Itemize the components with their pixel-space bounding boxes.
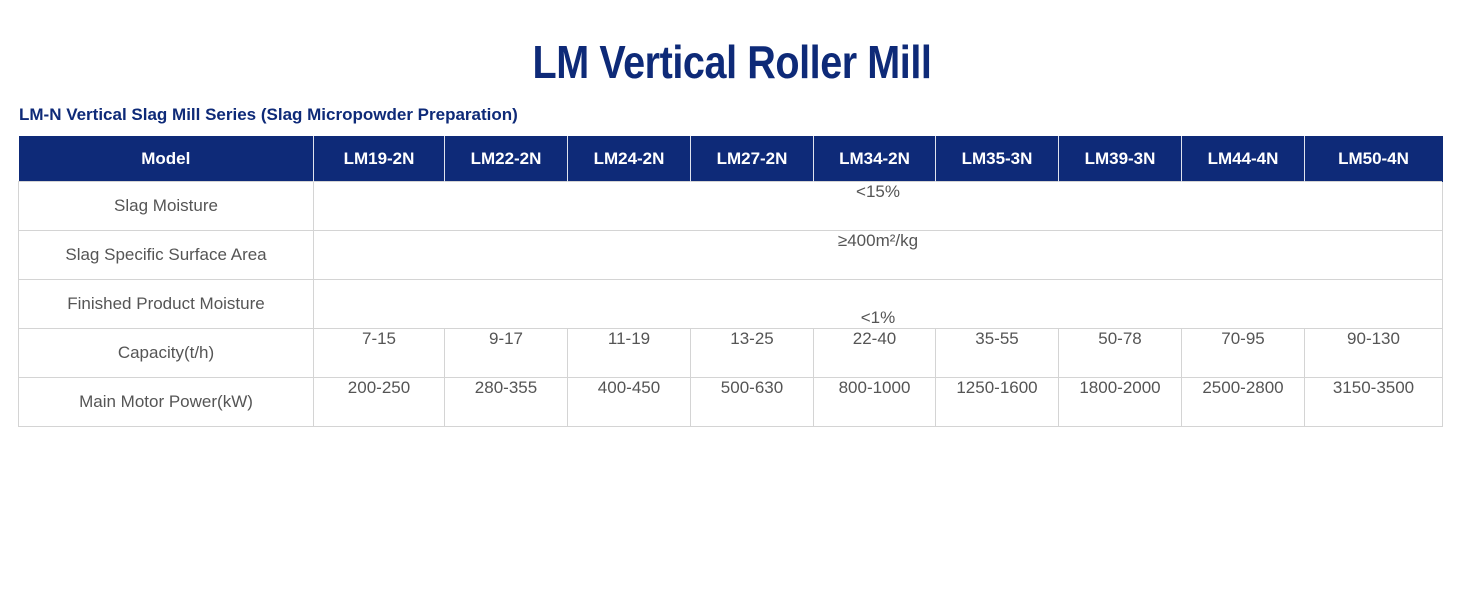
row-label: Slag Specific Surface Area [18,230,314,280]
table-cell: 800-1000 [813,377,936,427]
table-cell: 280-355 [444,377,568,427]
header-model-name: LM22-2N [444,136,568,182]
row-label: Capacity(t/h) [18,328,314,378]
table-cell: 35-55 [935,328,1059,378]
table-row: Finished Product Moisture <1% [18,279,1443,329]
table-cell: 2500-2800 [1181,377,1305,427]
merged-value-cell: ≥400m²/kg [313,230,1443,280]
header-model-name: LM50-4N [1304,136,1443,182]
row-label: Main Motor Power(kW) [18,377,314,427]
series-title: LM-N Vertical Slag Mill Series (Slag Mic… [19,105,518,124]
table-cell: 400-450 [567,377,691,427]
header-model-name: LM24-2N [567,136,691,182]
header-model-name: LM19-2N [313,136,445,182]
table-cell: 70-95 [1181,328,1305,378]
table-row: Slag Specific Surface Area ≥400m²/kg [18,230,1443,280]
header-model-name: LM27-2N [690,136,814,182]
spec-table: Model LM19-2N LM22-2N LM24-2N LM27-2N LM… [18,136,1443,427]
table-cell: 13-25 [690,328,814,378]
table-cell: 500-630 [690,377,814,427]
row-label: Finished Product Moisture [18,279,314,329]
header-model-name: LM35-3N [935,136,1059,182]
table-cell: 9-17 [444,328,568,378]
table-row: Main Motor Power(kW) 200-250 280-355 400… [18,377,1443,427]
table-cell: 1250-1600 [935,377,1059,427]
table-cell: 3150-3500 [1304,377,1443,427]
table-cell: 50-78 [1058,328,1182,378]
merged-value-cell: <15% [313,181,1443,231]
table-cell: 1800-2000 [1058,377,1182,427]
table-cell: 200-250 [313,377,445,427]
page-title: LM Vertical Roller Mill [532,36,932,88]
merged-value-cell: <1% [313,279,1443,329]
table-cell: 90-130 [1304,328,1443,378]
table-row: Capacity(t/h) 7-15 9-17 11-19 13-25 22-4… [18,328,1443,378]
table-cell: 11-19 [567,328,691,378]
table-cell: 22-40 [813,328,936,378]
table-row: Slag Moisture <15% [18,181,1443,231]
header-model: Model [18,136,314,182]
header-model-name: LM39-3N [1058,136,1182,182]
header-model-name: LM44-4N [1181,136,1305,182]
header-model-name: LM34-2N [813,136,936,182]
row-label: Slag Moisture [18,181,314,231]
header-row: Model LM19-2N LM22-2N LM24-2N LM27-2N LM… [18,136,1443,182]
table-cell: 7-15 [313,328,445,378]
